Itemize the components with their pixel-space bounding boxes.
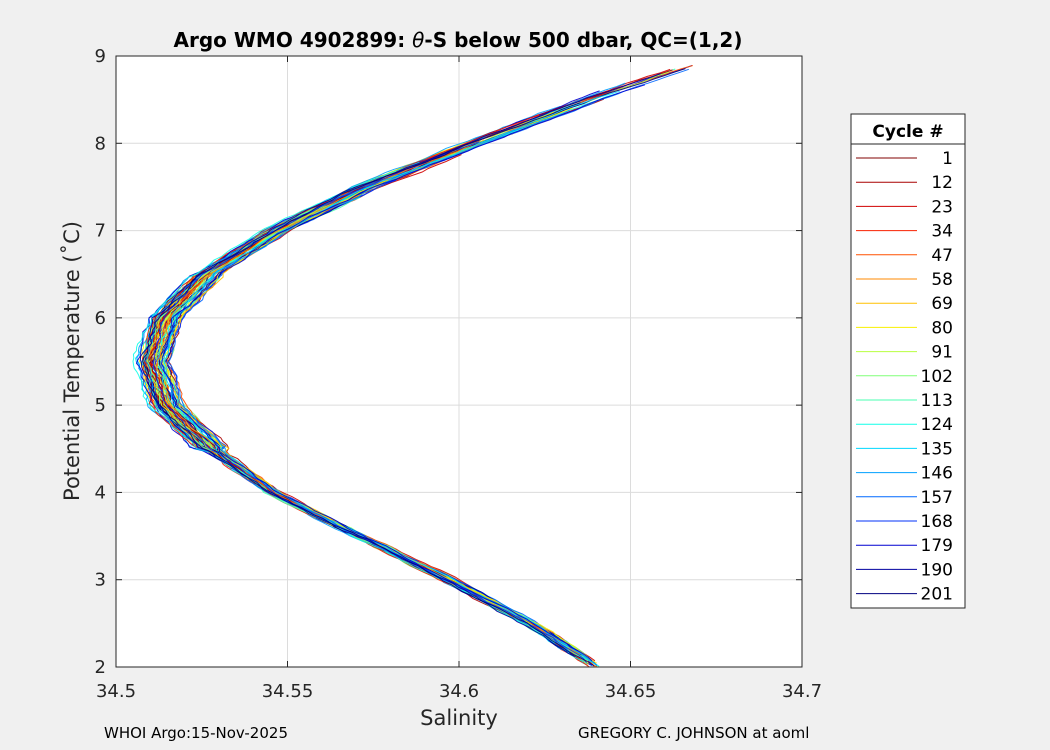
y-tick-label: 7 [95,221,106,242]
legend-label-91: 91 [931,343,953,363]
y-tick-label: 6 [95,308,106,329]
profile-line-cycle-124 [132,161,584,663]
y-tick-label: 3 [95,570,106,591]
legend-label-168: 168 [921,512,953,532]
legend-label-201: 201 [921,585,953,605]
legend-label-124: 124 [921,415,953,435]
y-tick-label: 5 [95,395,106,416]
legend-label-69: 69 [931,294,953,314]
legend-label-179: 179 [921,536,953,556]
x-axis-ticks: 34.5 34.55 34.6 34.65 34.7 [96,56,822,702]
profile-line-cycle-190 [139,73,661,658]
y-tick-label: 9 [95,46,106,67]
legend-label-190: 190 [921,560,953,580]
legend-label-157: 157 [921,488,953,508]
legend-label-102: 102 [921,367,953,387]
legend-label-146: 146 [921,464,953,484]
y-axis-ticks: 2 3 4 5 6 7 8 9 [95,46,802,678]
profile-line-cycle-179 [161,84,646,662]
legend-label-80: 80 [931,318,953,338]
y-tick-label: 2 [95,657,106,678]
legend-label-58: 58 [931,270,953,290]
legend-label-1: 1 [942,149,953,169]
legend-label-135: 135 [921,439,953,459]
x-tick-label: 34.55 [262,681,314,702]
legend-label-34: 34 [931,222,953,242]
legend-label-23: 23 [931,197,953,217]
profile-lines [132,65,693,668]
y-axis-label: Potential Temperature (˚C) [60,221,84,501]
legend-box [850,113,966,609]
legend-label-47: 47 [931,246,953,266]
footer-author: GREGORY C. JOHNSON at aoml [578,724,810,742]
y-tick-label: 8 [95,133,106,154]
y-tick-label: 4 [95,482,106,503]
x-tick-label: 34.6 [439,681,479,702]
legend-label-12: 12 [931,173,953,193]
x-axis-label: Salinity [420,706,498,730]
profile-line-cycle-201 [142,102,587,662]
x-tick-label: 34.65 [605,681,657,702]
x-tick-label: 34.5 [96,681,136,702]
legend: Cycle # 1 12 23 34 47 58 69 80 91 102 113 124 135 146… [850,113,966,609]
legend-title: Cycle # [872,122,943,142]
x-tick-label: 34.7 [782,681,822,702]
chart-title: Argo WMO 4902899: θ-S below 500 dbar, QC… [174,28,743,52]
legend-label-113: 113 [921,391,953,411]
footer-date: WHOI Argo:15-Nov-2025 [104,724,288,742]
